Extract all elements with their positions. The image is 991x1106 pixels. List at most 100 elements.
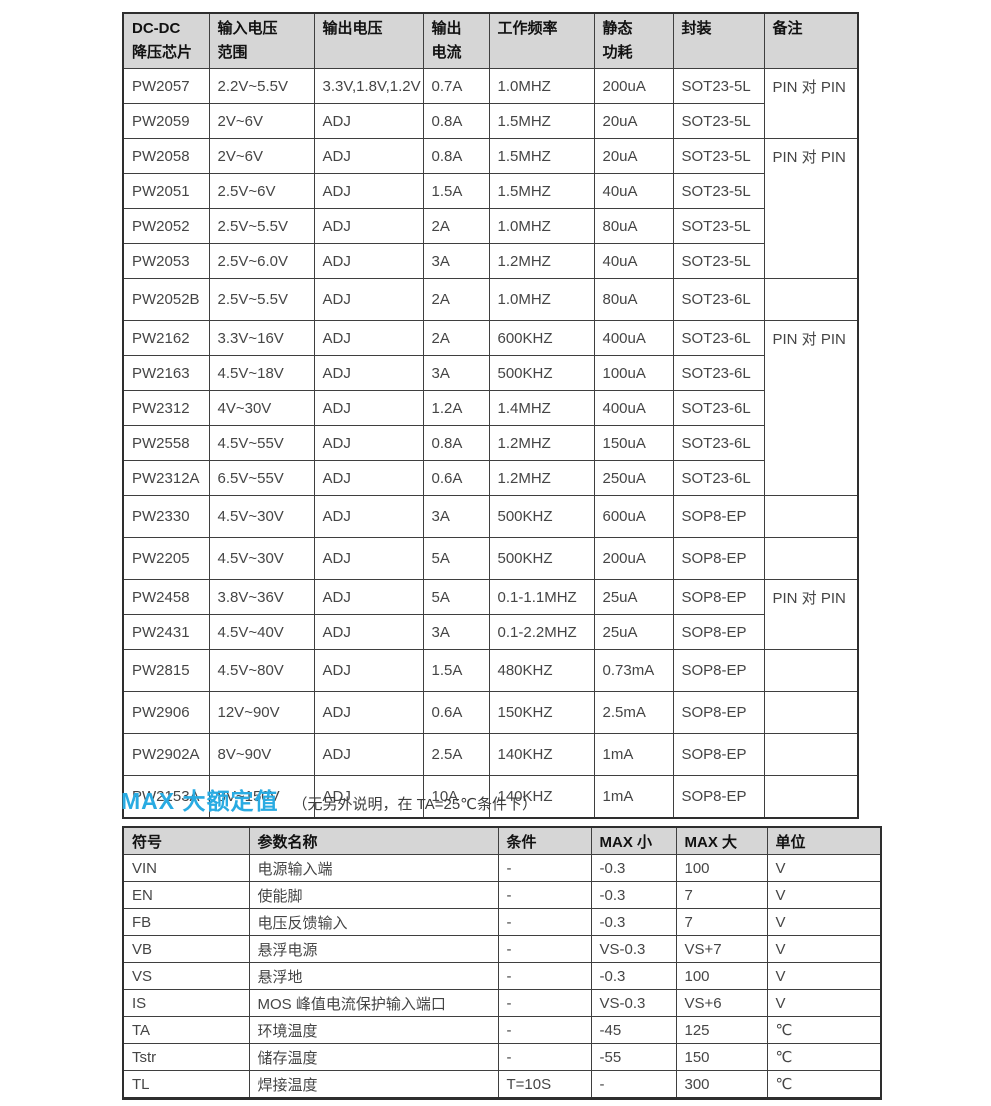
column-header: 静态 功耗 [593,12,674,69]
max-ratings-table: 符号 参数名称 条件 MAX 小 MAX 大单位 VIN 电源输入端 - -0.3 100 V EN… [122,826,882,1100]
chip-cell: 4.5V~30V [208,537,315,580]
rating-cell: 电源输入端 [248,854,499,882]
chip-cell: 0.8A [422,103,490,139]
chip-cell: ADJ [313,733,424,776]
chip-cell: 2.5V~6.0V [208,243,315,279]
chip-cell: ADJ [313,173,424,209]
chip-cell: PW2902A [122,733,210,776]
chip-cell: 600KHZ [488,320,595,356]
rating-cell: V [766,854,882,882]
rating-cell: -45 [590,1016,677,1044]
chip-row: PW2053 2.5V~6.0V ADJ 3A 1.2MHZ 40uA SOT23-5L [122,243,858,279]
chip-cell: PW2558 [122,425,210,461]
chip-cell: SOP8-EP [672,691,765,734]
chip-cell: 2.5V~5.5V [208,278,315,321]
chip-cell: 8V~150V [208,775,315,819]
chip-cell: 25uA [593,579,674,615]
chip-cell: 2A [422,320,490,356]
chip-cell: 1.2MHZ [488,243,595,279]
remark-cell: PIN 对 PIN [763,320,859,496]
chip-cell: 480KHZ [488,649,595,692]
chip-cell: SOT23-5L [672,103,765,139]
column-header: 封装 [672,12,765,69]
rating-cell: -0.3 [590,854,677,882]
rating-cell: 100 [675,854,768,882]
chip-row: PW2205 4.5V~30V ADJ 5A 500KHZ 200uA SOP8-EP [122,537,859,580]
chip-cell: ADJ [313,579,424,615]
chip-cell: PW2059 [122,103,210,139]
chip-cell: 1.5MHZ [488,173,595,209]
chip-cell: 1.0MHZ [488,68,595,104]
chip-cell: 1.2A [422,390,490,426]
chip-cell: 4.5V~80V [208,649,315,692]
chip-cell: 2A [422,278,490,321]
rating-cell: - [497,908,592,936]
chip-cell: PW2162 [122,320,210,356]
rating-cell: - [497,935,592,963]
column-header: MAX 大 [675,826,768,855]
column-header: 工作频率 [488,12,595,69]
rating-cell: T=10S [497,1070,592,1099]
chip-cell: 0.8A [422,138,490,174]
chip-row: PW2052 2.5V~5.5V ADJ 2A 1.0MHZ 80uA SOT23-5L [122,208,858,244]
remark-cell [763,691,859,734]
chip-cell: 1.0MHZ [488,208,595,244]
chip-cell: 3.8V~36V [208,579,315,615]
remark-cell [763,733,859,776]
dcdc-table-header: DC-DC 降压芯片 输入电压 范围 输出电压 输出 电流 工作频率 静态 功耗 封装 备注 [122,12,859,69]
chip-cell: PW2163 [122,355,210,391]
rating-row: TL 焊接温度 T=10S -300 ℃ [122,1070,882,1099]
chip-cell: SOT23-5L [672,243,765,279]
chip-cell: SOT23-6L [672,425,765,461]
rating-cell: VS [122,962,250,990]
chip-cell: PW2153A [122,775,210,819]
chip-cell: 0.7A [422,68,490,104]
chip-cell: 500KHZ [488,537,595,580]
rating-cell: -0.3 [590,881,677,909]
rating-cell: V [766,962,882,990]
rating-cell: - [497,989,592,1017]
chip-row: PW2051 2.5V~6V ADJ 1.5A 1.5MHZ 40uA SOT23-5L [122,173,858,209]
chip-cell: 600uA [593,495,674,538]
rating-row: IS MOS 峰值电流保护输入端口 - VS-0.3 VS+6 V [122,989,882,1017]
chip-cell: 1.5MHZ [488,138,595,174]
rating-cell: - [497,962,592,990]
chip-cell: 2V~6V [208,138,315,174]
chip-cell: 3A [422,614,490,650]
chip-cell: ADJ [313,103,424,139]
chip-cell: 200uA [593,68,674,104]
rating-cell: ℃ [766,1070,882,1099]
chip-cell: 150KHZ [488,691,595,734]
chip-cell: ADJ [313,208,424,244]
rating-cell: VS-0.3 [590,935,677,963]
rating-cell: - [590,1070,677,1099]
chip-cell: 0.6A [422,691,490,734]
chip-cell: PW2312A [122,460,210,496]
chip-cell: 40uA [593,243,674,279]
chip-cell: 6.5V~55V [208,460,315,496]
chip-cell: PW2057 [122,68,210,104]
rating-cell: TL [122,1070,250,1099]
chip-cell: 1.2MHZ [488,425,595,461]
chip-cell: 40uA [593,173,674,209]
chip-row: PW2558 4.5V~55V ADJ 0.8A 1.2MHZ 150uA SOT23-6L [122,425,858,461]
rating-cell: 100 [675,962,768,990]
chip-cell: 4.5V~30V [208,495,315,538]
column-header: 条件 [497,826,592,855]
rating-row: TA 环境温度 - -45 125 ℃ [122,1016,882,1044]
max-ratings-table-body: VIN 电源输入端 - -0.3 100 V EN 使能脚 - -0.3 7 V FB 电压反馈输入 - -0… [122,854,882,1099]
chip-cell: ADJ [313,495,424,538]
chip-row: PW2330 4.5V~30V ADJ 3A 500KHZ 600uA SOP8-EP [122,495,859,538]
rating-cell: - [497,1016,592,1044]
chip-cell: SOT23-6L [672,390,765,426]
chip-cell: ADJ [313,390,424,426]
chip-cell: PW2205 [122,537,210,580]
chip-cell: 500KHZ [488,355,595,391]
max-ratings-table-header: 符号 参数名称 条件 MAX 小 MAX 大单位 [122,826,882,855]
remark-cell [763,649,859,692]
remark-cell [763,278,859,321]
chip-cell: 0.73mA [593,649,674,692]
chip-cell: 150uA [593,425,674,461]
chip-cell: 0.1-2.2MHZ [488,614,595,650]
